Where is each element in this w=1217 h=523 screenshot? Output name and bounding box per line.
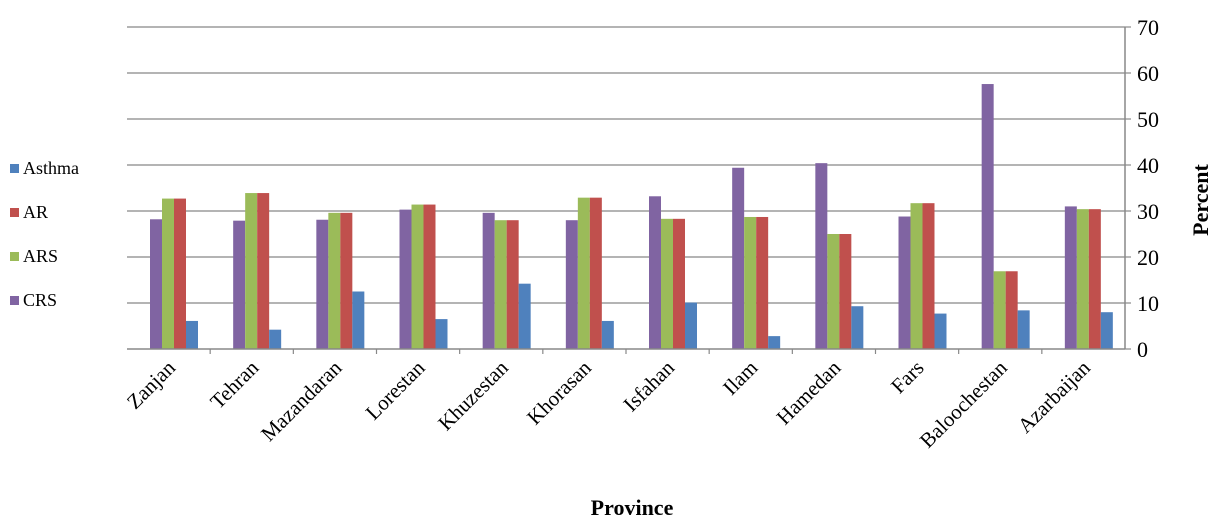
legend-label-ars: ARS [23, 246, 58, 266]
bar-asthma-isfahan [685, 302, 697, 349]
bar-ars-isfahan [661, 218, 673, 349]
bar-crs-azarbaijan [1064, 206, 1077, 349]
legend-swatch-ar [10, 208, 19, 217]
bar-crs-khuzestan [482, 212, 495, 349]
x-tick-label: Khorasan [522, 355, 596, 429]
bars [150, 84, 1113, 349]
bar-asthma-azarbaijan [1100, 312, 1113, 349]
bar-crs-lorestan [399, 209, 412, 349]
bar-asthma-mazandaran [352, 291, 365, 349]
bar-asthma-baloochestan [1017, 310, 1030, 349]
bar-asthma-lorestan [435, 319, 448, 349]
x-tick-label: Zanjan [122, 355, 181, 414]
bar-asthma-tehran [269, 329, 282, 349]
x-tick-label: Fars [886, 356, 929, 399]
bar-ar-azarbaijan [1088, 209, 1101, 349]
y-tick-label: 60 [1137, 61, 1159, 86]
x-tick-label: Tehran [205, 355, 263, 413]
bar-ars-azarbaijan [1076, 209, 1089, 349]
bar-ar-baloochestan [1005, 271, 1018, 349]
x-tick-label: Hamedan [772, 355, 846, 429]
bar-crs-zanjan [150, 219, 162, 349]
bar-asthma-khuzestan [518, 283, 531, 349]
bar-crs-tehran [233, 220, 246, 349]
y-tick-label: 10 [1137, 291, 1159, 316]
bar-crs-khorasan [565, 220, 578, 349]
bar-ars-khorasan [577, 197, 590, 349]
bar-ar-isfahan [673, 218, 685, 349]
y-tick-label: 40 [1137, 153, 1159, 178]
bar-ars-zanjan [162, 198, 174, 349]
x-tick-label: Isfahan [618, 355, 679, 416]
y-axis-title: Percent [1188, 164, 1213, 236]
bar-ar-hamedan [839, 234, 852, 349]
x-tick-label: Azarbaijan [1013, 355, 1095, 437]
x-tick-label: Baloochestan [915, 355, 1012, 452]
bar-crs-ilam [732, 167, 745, 349]
y-tick-labels: 0 10 20 30 40 50 60 70 [1125, 15, 1159, 362]
y-tick-label: 50 [1137, 107, 1159, 132]
bar-ar-ilam [756, 216, 769, 349]
bar-crs-mazandaran [316, 219, 329, 349]
bar-asthma-khorasan [601, 320, 614, 349]
bar-ars-fars [910, 203, 923, 349]
bar-ar-fars [922, 203, 935, 349]
bar-ars-baloochestan [993, 271, 1006, 349]
bar-ar-lorestan [423, 204, 436, 349]
bar-asthma-hamedan [851, 306, 864, 349]
x-tick-label: Khuzestan [433, 355, 513, 435]
x-tick-label: Lorestan [361, 355, 430, 424]
bar-crs-fars [898, 216, 911, 349]
x-axis-title: Province [591, 495, 674, 520]
legend-swatch-asthma [10, 164, 19, 173]
legend-swatch-crs [10, 296, 19, 305]
legend-swatch-ars [10, 252, 19, 261]
y-tick-label: 20 [1137, 245, 1159, 270]
bar-asthma-zanjan [186, 320, 198, 349]
y-tick-label: 70 [1137, 15, 1159, 40]
bar-crs-hamedan [815, 163, 828, 349]
bar-ars-mazandaran [328, 212, 341, 349]
legend: Asthma AR ARS CRS [10, 158, 79, 310]
bar-asthma-ilam [768, 336, 781, 349]
bar-ars-tehran [245, 193, 258, 349]
bar-ar-tehran [257, 193, 270, 349]
x-tick-label: Ilam [718, 356, 762, 400]
legend-label-asthma: Asthma [23, 158, 79, 178]
bar-ars-lorestan [411, 204, 424, 349]
bar-ar-mazandaran [340, 212, 353, 349]
y-tick-label: 30 [1137, 199, 1159, 224]
bar-ar-khorasan [589, 197, 602, 349]
legend-label-ar: AR [23, 202, 48, 222]
x-tick-label: Mazandaran [256, 355, 347, 446]
bar-ar-khuzestan [506, 220, 519, 349]
bar-ars-khuzestan [494, 220, 507, 349]
bar-crs-baloochestan [981, 84, 994, 349]
y-tick-label: 0 [1137, 337, 1148, 362]
gridlines [127, 26, 1125, 304]
bar-ars-ilam [744, 216, 757, 349]
bar-crs-isfahan [649, 196, 661, 349]
bar-ars-hamedan [827, 234, 840, 349]
bar-ar-zanjan [174, 198, 186, 349]
bar-asthma-fars [934, 313, 947, 349]
legend-label-crs: CRS [23, 290, 57, 310]
